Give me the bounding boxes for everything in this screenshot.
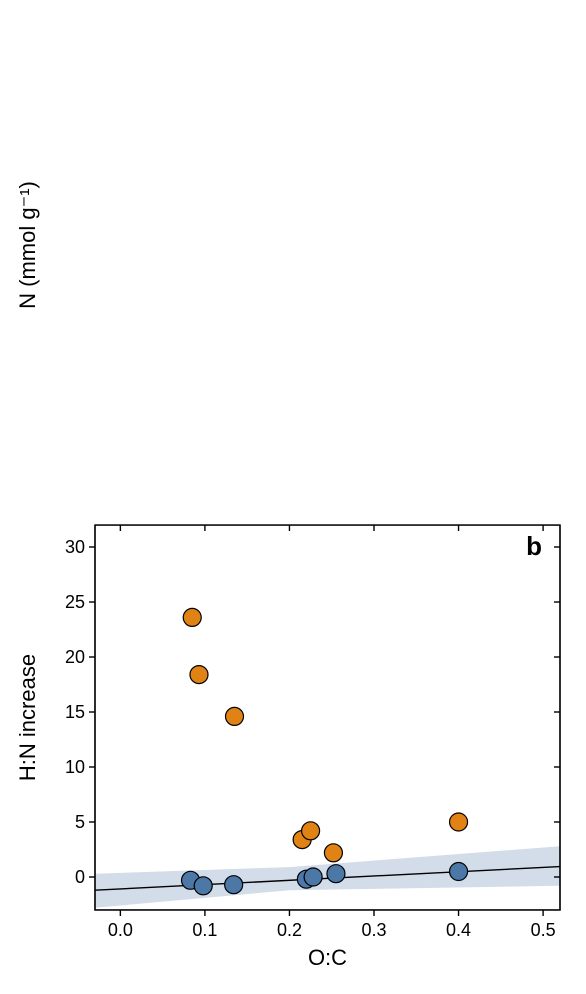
point-PyOM+NH4+ <box>450 813 468 831</box>
point-PyOM+NH4+ <box>183 608 201 626</box>
figure-svg: 0123456N (mmol g⁻¹)aPyOM+NH3PyOM+NH4+PyO… <box>0 0 586 994</box>
figure-container: 0123456N (mmol g⁻¹)aPyOM+NH3PyOM+NH4+PyO… <box>0 0 586 994</box>
ytick-label: 30 <box>65 537 85 557</box>
ytick-label: 20 <box>65 647 85 667</box>
x-axis-label: O:C <box>308 945 347 970</box>
point-PyOM+NH3 <box>304 868 322 886</box>
xtick-label: 0.2 <box>277 920 302 940</box>
point-PyOM+NH3 <box>225 876 243 894</box>
ytick-label: 15 <box>65 702 85 722</box>
point-PyOM+NH3 <box>450 863 468 881</box>
ytick-label: 5 <box>75 812 85 832</box>
xtick-label: 0.4 <box>446 920 471 940</box>
point-PyOM+NH4+ <box>324 844 342 862</box>
xtick-label: 0.5 <box>531 920 556 940</box>
xtick-label: 0.1 <box>192 920 217 940</box>
point-PyOM+NH4+ <box>190 666 208 684</box>
panel-label: b <box>526 531 542 561</box>
xtick-label: 0.3 <box>361 920 386 940</box>
point-PyOM+NH3 <box>327 865 345 883</box>
ytick-label: 10 <box>65 757 85 777</box>
point-PyOM+NH4+ <box>302 822 320 840</box>
y-axis-label: N (mmol g⁻¹) <box>15 181 40 309</box>
ytick-label: 25 <box>65 592 85 612</box>
ytick-label: 0 <box>75 867 85 887</box>
xtick-label: 0.0 <box>108 920 133 940</box>
y-axis-label: H:N increase <box>15 654 40 781</box>
point-PyOM+NH4+ <box>226 707 244 725</box>
point-PyOM+NH3 <box>194 877 212 895</box>
